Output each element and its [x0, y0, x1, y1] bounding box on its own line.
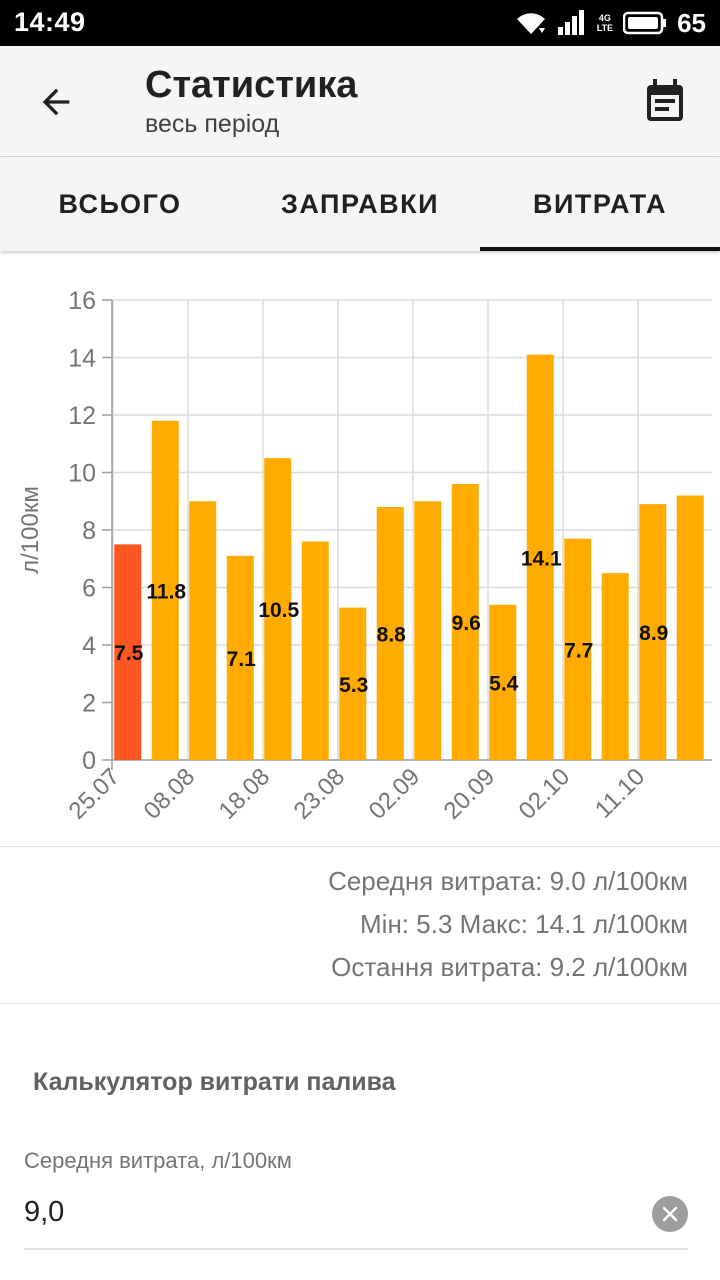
y-tick-label: 0 — [82, 747, 96, 775]
y-tick-label: 16 — [68, 287, 96, 315]
bar — [526, 354, 554, 760]
page-title: Статистика — [145, 64, 358, 106]
status-icons: 4G LTE 65 — [515, 8, 706, 38]
tab-bar: ВСЬОГО ЗАПРАВКИ ВИТРАТА — [0, 157, 720, 251]
x-tick-label: 23.08 — [289, 763, 351, 825]
bar — [151, 420, 179, 760]
summary-average: Середня витрата: 9.0 л/100км — [328, 866, 688, 896]
battery-level: 65 — [677, 7, 706, 38]
arrow-left-icon — [42, 88, 70, 116]
y-tick-label: 12 — [68, 402, 96, 430]
bar-value-label: 7.7 — [564, 639, 593, 662]
calendar-button[interactable] — [638, 74, 692, 128]
battery-icon — [623, 11, 667, 35]
y-tick-label: 6 — [82, 575, 96, 603]
chart-divider — [0, 846, 720, 847]
bar-value-label: 8.8 — [377, 624, 407, 647]
bar — [226, 555, 254, 760]
tab-total[interactable]: ВСЬОГО — [58, 188, 182, 219]
consumption-summary: Середня витрата: 9.0 л/100км Мін: 5.3 Ма… — [328, 860, 688, 989]
average-consumption-label: Середня витрата, л/100км — [24, 1148, 292, 1173]
calendar-icon — [647, 79, 683, 121]
bar — [414, 501, 442, 760]
input-underline — [24, 1248, 688, 1250]
chart-canvas: 0 2 4 6 8 10 12 14 16 7.5 11.8 7.1 10.5 5.3 8.8 9.6 5.4 1… — [17, 287, 712, 825]
app-bar: Статистика весь період — [0, 46, 720, 157]
wifi-icon — [516, 13, 545, 35]
calculator-title: Калькулятор витрати палива — [33, 1068, 396, 1096]
y-tick-label: 2 — [82, 690, 96, 718]
bar — [451, 484, 479, 760]
bar — [676, 495, 704, 760]
bar-value-label: 9.6 — [452, 612, 481, 635]
x-tick-label: 20.09 — [439, 763, 501, 825]
summary-divider — [0, 1003, 720, 1004]
y-tick-label: 4 — [82, 632, 96, 660]
average-consumption-input[interactable]: 9,0 — [24, 1196, 65, 1228]
x-tick-label: 02.09 — [364, 763, 426, 825]
x-tick-label: 18.08 — [214, 763, 276, 825]
bar — [489, 604, 517, 760]
bar — [301, 541, 329, 760]
x-tick-label: 08.08 — [139, 763, 201, 825]
bar-value-label: 5.3 — [339, 674, 368, 697]
bar-value-label: 10.5 — [258, 599, 299, 622]
y-tick-label: 10 — [68, 460, 96, 488]
tab-refuels[interactable]: ЗАПРАВКИ — [281, 188, 439, 219]
page-subtitle: весь період — [145, 110, 280, 138]
clear-input-button[interactable] — [652, 1196, 688, 1232]
bar — [339, 607, 367, 760]
bar — [639, 504, 667, 760]
bar-value-label: 7.1 — [227, 648, 257, 671]
bar — [114, 544, 142, 760]
tab-consumption[interactable]: ВИТРАТА — [480, 157, 720, 251]
bar — [376, 507, 404, 760]
signal-icon — [557, 10, 584, 35]
bar-value-label: 11.8 — [146, 580, 186, 603]
status-time: 14:49 — [14, 7, 86, 37]
y-tick-label: 8 — [82, 517, 96, 545]
y-tick-label: 14 — [68, 345, 96, 373]
bar-value-label: 8.9 — [639, 622, 668, 645]
bar-value-label: 7.5 — [114, 642, 144, 665]
bar — [564, 538, 592, 760]
summary-min-max: Мін: 5.3 Макс: 14.1 л/100км — [360, 909, 688, 939]
clear-icon — [662, 1206, 678, 1222]
x-tick-label: 02.10 — [514, 763, 576, 825]
y-axis-label: л/100км — [17, 486, 44, 574]
status-bar: 14:49 4G LTE 65 — [0, 0, 720, 46]
back-button[interactable] — [30, 76, 82, 128]
x-tick-label: 11.10 — [590, 763, 650, 823]
network-type: 4G LTE — [596, 13, 614, 33]
bar — [189, 501, 217, 760]
bar — [601, 573, 629, 760]
bar-value-label: 5.4 — [489, 672, 519, 695]
consumption-chart: 0 2 4 6 8 10 12 14 16 7.5 11.8 7.1 10.5 5.3 8.8 9.6 5.4 1… — [0, 270, 720, 845]
bar — [264, 458, 292, 760]
summary-last: Остання витрата: 9.2 л/100км — [331, 952, 688, 982]
bar-value-label: 14.1 — [521, 547, 562, 570]
